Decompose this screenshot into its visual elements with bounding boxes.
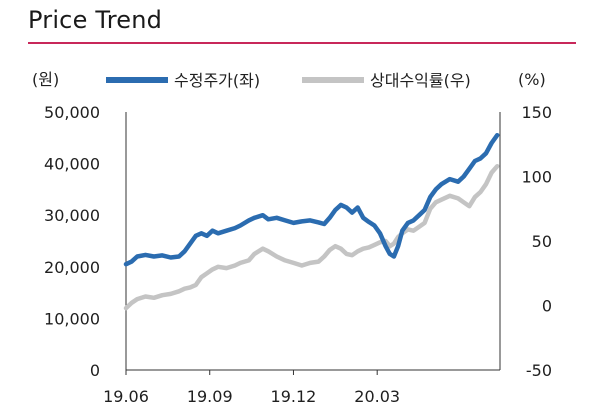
y-left-tick-label: 50,000 bbox=[44, 103, 100, 122]
chart-title: Price Trend bbox=[28, 6, 163, 34]
y-right-tick-label: 150 bbox=[521, 103, 552, 122]
legend-label-relative: 상대수익률(우) bbox=[370, 71, 471, 90]
y-left-tick-label: 40,000 bbox=[44, 155, 100, 174]
title-divider bbox=[28, 42, 576, 44]
x-tick-label: 19.12 bbox=[271, 387, 317, 406]
y-left-tick-label: 10,000 bbox=[44, 309, 100, 328]
y-left-tick-label: 20,000 bbox=[44, 258, 100, 277]
x-tick-label: 20.03 bbox=[354, 387, 400, 406]
left-unit-label: (원) bbox=[32, 70, 59, 89]
y-left-tick-label: 30,000 bbox=[44, 206, 100, 225]
series-line-price bbox=[123, 132, 500, 267]
y-right-tick-label: -50 bbox=[526, 361, 552, 380]
series-line-relative-return bbox=[123, 163, 500, 311]
legend-label-price: 수정주가(좌) bbox=[174, 71, 260, 90]
x-tick-label: 19.09 bbox=[187, 387, 233, 406]
y-right-tick-label: 50 bbox=[532, 232, 552, 251]
y-left-tick-label: 0 bbox=[90, 361, 100, 380]
right-unit-label: (%) bbox=[518, 70, 546, 89]
y-right-tick-label: 0 bbox=[542, 297, 552, 316]
y-right-tick-label: 100 bbox=[521, 168, 552, 187]
x-tick-label: 19.06 bbox=[103, 387, 149, 406]
